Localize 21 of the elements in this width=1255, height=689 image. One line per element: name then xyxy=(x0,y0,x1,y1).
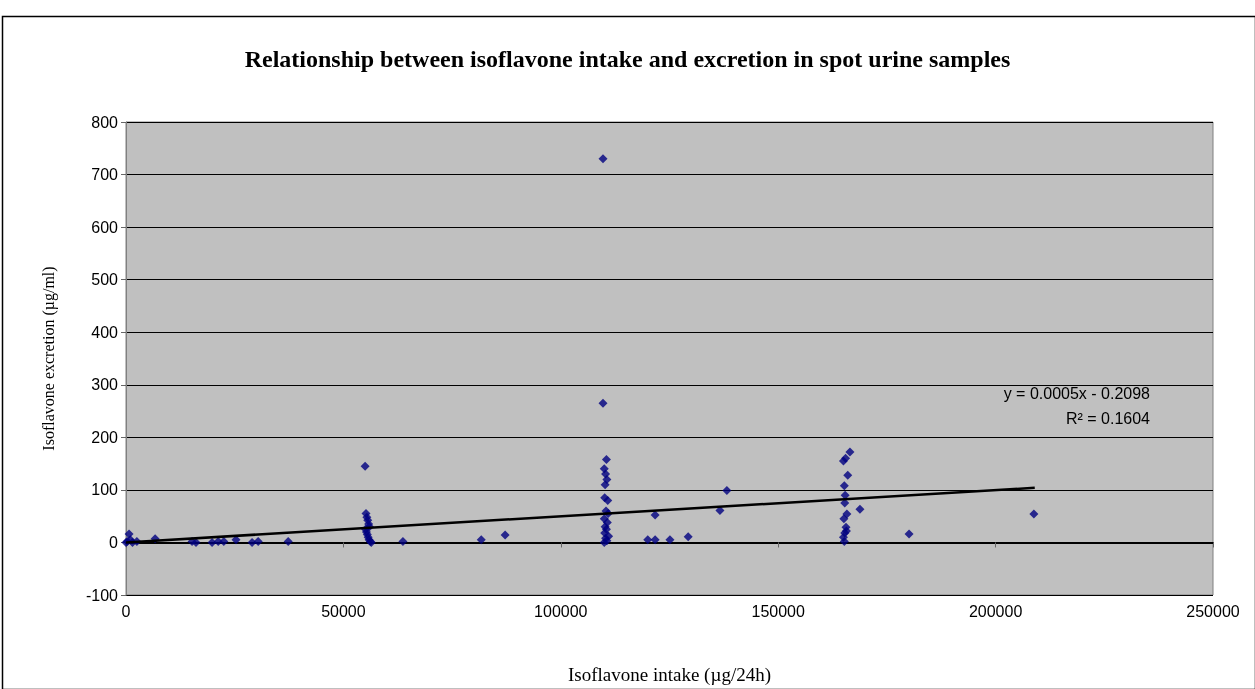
x-tick-label: 50000 xyxy=(321,602,366,620)
y-tick-label: 200 xyxy=(91,428,119,446)
y-tick-label: 800 xyxy=(91,113,119,131)
x-axis-title: Isoflavone intake (µg/24h) xyxy=(568,664,771,686)
y-tick-label: 700 xyxy=(91,166,119,184)
annotation: R² = 0.1604 xyxy=(1065,409,1151,427)
y-tick-label: 500 xyxy=(91,271,119,289)
x-tick-label: 200000 xyxy=(968,602,1023,620)
x-tick-label: 150000 xyxy=(751,602,805,620)
x-tick-label: 100000 xyxy=(534,602,588,620)
chart-title: Relationship between isoflavone intake and excretion in spot urine samples xyxy=(244,46,1011,72)
y-tick-label: 600 xyxy=(91,218,119,236)
y-tick-label: 0 xyxy=(109,533,119,551)
y-tick-label: 300 xyxy=(91,376,119,394)
y-tick-label: 100 xyxy=(91,481,119,499)
x-tick-label: 250000 xyxy=(1186,602,1240,620)
y-tick-label: -100 xyxy=(85,586,119,604)
annotation: y = 0.0005x - 0.2098 xyxy=(1003,384,1151,402)
y-axis-title: Isoflavone excretion (µg/ml) xyxy=(39,266,58,451)
x-tick-label: 0 xyxy=(121,602,131,620)
y-tick-label: 400 xyxy=(91,323,119,341)
